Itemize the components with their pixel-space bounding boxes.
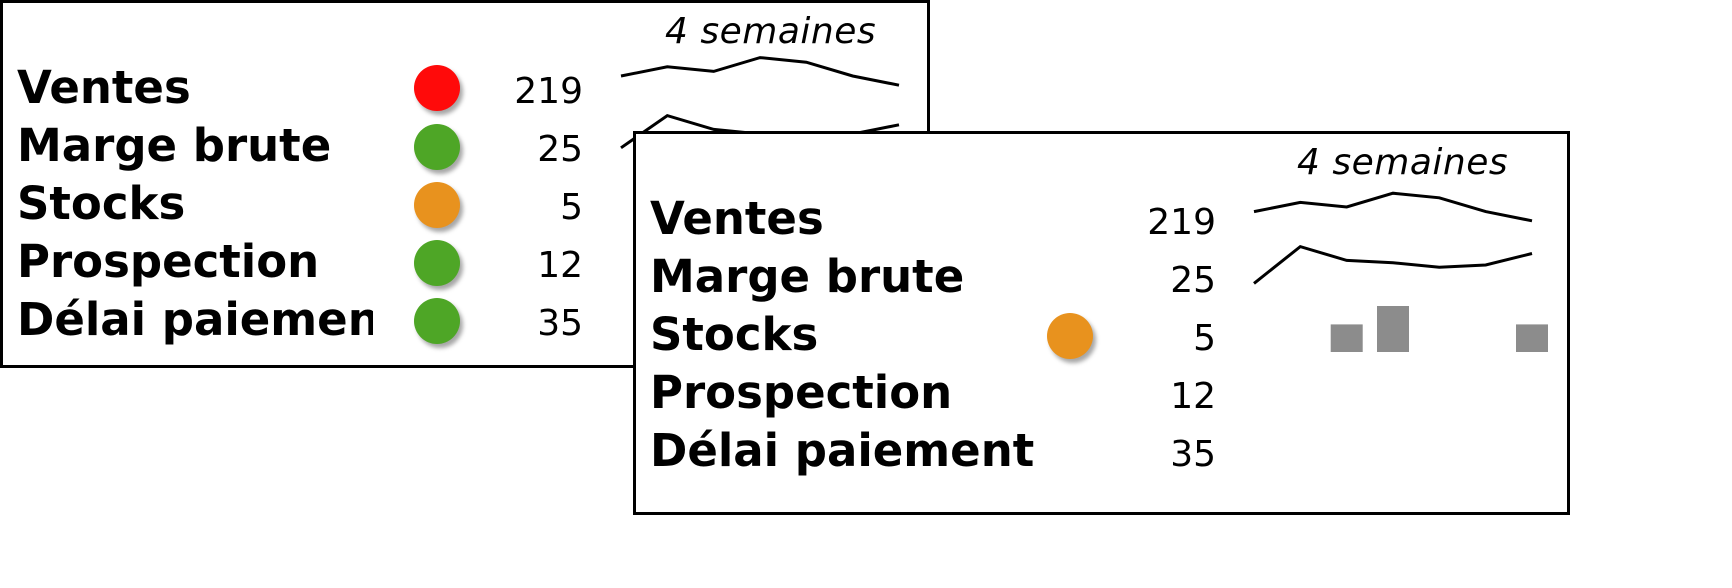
row-value-stocks: 5	[560, 187, 583, 228]
status-dot-prospection	[414, 240, 460, 286]
sparkline-ventes	[1253, 191, 1533, 223]
row-label-ventes: Ventes	[650, 192, 824, 245]
row-label-prospection: Prospection	[650, 366, 953, 419]
row-value-marge-brute: 25	[1170, 260, 1216, 301]
row-value-delai-paiement: 35	[537, 303, 583, 344]
dashboard-panel-front: 4 semaines Ventes 219 Marge brute 25 Sto…	[633, 131, 1570, 515]
row-label-delai-paiement: Délai paiement	[650, 424, 1035, 477]
row-value-ventes: 219	[1147, 202, 1216, 243]
sparkline-marge-brute	[1253, 244, 1533, 285]
row-value-prospection: 12	[1170, 376, 1216, 417]
period-label: 4 semaines	[1297, 142, 1509, 183]
row-value-marge-brute: 25	[537, 129, 583, 170]
row-value-prospection: 12	[537, 245, 583, 286]
row-value-stocks: 5	[1193, 318, 1216, 359]
sparklines-front	[1253, 191, 1548, 352]
row-value-delai-paiement: 35	[1170, 434, 1216, 475]
row-label-prospection: Prospection	[17, 235, 320, 288]
row-label-stocks: Stocks	[17, 177, 186, 230]
spark-bar-stocks	[1516, 324, 1548, 352]
status-dot-marge-brute	[414, 124, 460, 170]
row-label-delai-paiement: Délai paiement	[17, 293, 373, 346]
row-label-marge-brute: Marge brute	[650, 250, 965, 303]
spark-bar-stocks	[1377, 306, 1409, 352]
status-dot-stocks	[1047, 313, 1093, 359]
row-label-stocks: Stocks	[650, 308, 819, 361]
status-dot-stocks	[414, 182, 460, 228]
row-label-ventes: Ventes	[17, 61, 191, 114]
sparkline-ventes	[620, 56, 900, 87]
status-dot-delai-paiement	[414, 298, 460, 344]
row-label-marge-brute: Marge brute	[17, 119, 332, 172]
period-label: 4 semaines	[665, 11, 877, 52]
status-dot-ventes	[414, 65, 460, 111]
spark-bar-stocks	[1330, 324, 1363, 352]
row-value-ventes: 219	[514, 71, 583, 112]
